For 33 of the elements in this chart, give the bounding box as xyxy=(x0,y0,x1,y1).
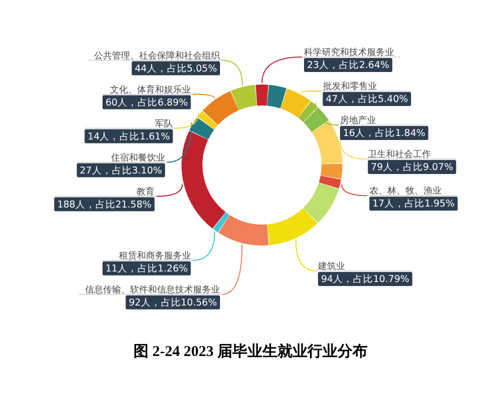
slice-label: 房地产业 xyxy=(340,115,376,126)
slice-label: 农、林、牧、渔业 xyxy=(369,186,442,197)
data-label: 16人，占比1.84% xyxy=(343,127,426,139)
slice-label: 科学研究和技术服务业 xyxy=(304,47,394,58)
slice-label: 卫生和社会工作 xyxy=(368,149,431,160)
data-label: 27人，占比3.10% xyxy=(80,164,162,176)
slice-label: 军队 xyxy=(154,118,173,130)
slice-label: 教育 xyxy=(136,186,155,198)
data-label: 14人，占比1.61% xyxy=(88,130,170,142)
donut-slice xyxy=(202,91,239,125)
data-label: 79人，占比9.07% xyxy=(370,161,454,173)
slice-label: 建筑业 xyxy=(316,261,345,272)
donut-slice xyxy=(267,84,286,108)
donut-slice xyxy=(213,212,230,232)
data-label: 188人，占比21.58% xyxy=(57,198,152,210)
data-label: 44人，占比5.05% xyxy=(134,62,217,74)
donut-slice xyxy=(303,182,339,223)
data-label: 23人，占比2.64% xyxy=(307,59,390,71)
slice-label: 住宿和餐饮业 xyxy=(111,152,166,164)
data-label: 47人，占比5.40% xyxy=(326,93,408,105)
text: 图 2-24 2023 届毕业生就业行业分布 xyxy=(134,343,368,360)
donut-slice xyxy=(304,108,329,132)
slice-label: 租赁和商务服务业 xyxy=(118,250,191,262)
data-label: 92人，占比10.56% xyxy=(128,296,217,308)
data-label: 94人，占比10.79% xyxy=(320,273,410,286)
slice-label: 文化、体育和娱乐业 xyxy=(110,84,191,96)
slice-label: 信息传输、软件和信息技术服务业 xyxy=(85,284,220,296)
slice-label: 批发和零售业 xyxy=(322,81,377,92)
donut-slice xyxy=(320,164,342,179)
data-label: 11人，占比1.26% xyxy=(106,262,188,274)
data-label: 17人，占比1.95% xyxy=(372,198,455,210)
data-label: 60人，占比6.89% xyxy=(106,96,188,108)
slice-label: 公共管理、社会保障和社会组织 xyxy=(94,50,220,62)
